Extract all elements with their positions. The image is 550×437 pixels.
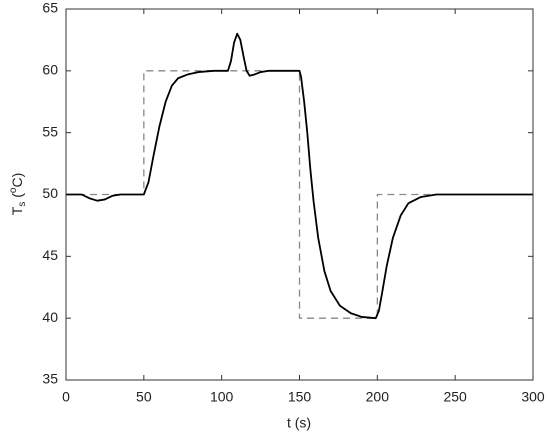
x-tick-label: 0 (62, 389, 70, 405)
y-axis-label: Ts (oC) (8, 173, 28, 215)
y-tick-label: 55 (42, 123, 58, 139)
x-tick-label: 150 (288, 389, 312, 405)
x-tick-label: 200 (366, 389, 390, 405)
x-axis-label: t (s) (287, 415, 311, 431)
y-label-part: C) (9, 173, 25, 188)
x-tick-label: 50 (136, 389, 152, 405)
y-tick-label: 65 (42, 0, 58, 16)
y-tick-label: 35 (42, 371, 58, 387)
y-tick-label: 45 (42, 247, 58, 263)
y-label-sub: s (17, 202, 28, 207)
y-label-part: ( (9, 193, 25, 202)
line (66, 32, 533, 320)
line (66, 70, 533, 319)
x-tick-label: 250 (443, 389, 467, 405)
y-label-sup: o (8, 187, 19, 193)
x-tick-label: 300 (521, 389, 545, 405)
y-tick-label: 50 (42, 185, 58, 201)
y-label-part: T (9, 206, 25, 215)
y-tick-label: 40 (42, 309, 58, 325)
x-tick-label: 100 (210, 389, 234, 405)
plot-frame (65, 8, 534, 381)
y-tick-label: 60 (42, 62, 58, 78)
